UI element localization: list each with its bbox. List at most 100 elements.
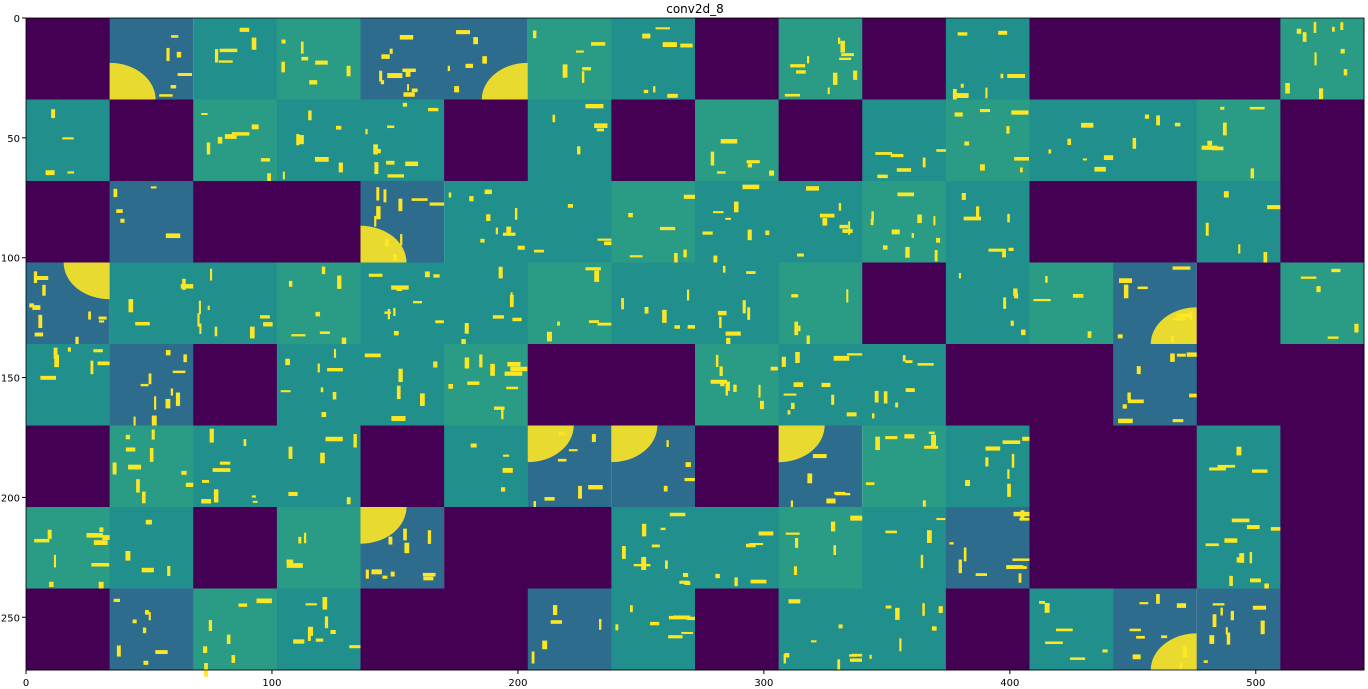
- tile-background: [193, 181, 278, 263]
- activation-spot: [1343, 69, 1348, 76]
- feature-tile: [109, 344, 194, 428]
- feature-tile: [109, 425, 200, 508]
- activation-spot: [926, 530, 932, 543]
- activation-spot: [765, 230, 770, 236]
- activation-spot: [1161, 635, 1168, 639]
- tile-background: [1280, 181, 1365, 263]
- tile-background: [276, 344, 361, 426]
- activation-spot: [402, 102, 408, 107]
- y-tick-label: 0: [14, 14, 20, 25]
- activation-spot: [1132, 654, 1141, 660]
- activation-spot: [1316, 286, 1321, 293]
- activation-spot: [840, 40, 846, 53]
- activation-spot: [346, 65, 351, 77]
- activation-spot: [212, 468, 231, 472]
- feature-tile: [778, 507, 866, 589]
- activation-spot: [533, 501, 536, 507]
- activation-spot: [660, 527, 666, 531]
- activation-spot: [1270, 527, 1285, 531]
- tile-background: [276, 262, 361, 345]
- activation-spot: [501, 407, 504, 420]
- activation-spot: [293, 639, 305, 644]
- tile-background: [193, 507, 278, 589]
- activation-spot: [506, 386, 519, 390]
- activation-spot: [630, 605, 633, 613]
- activation-spot: [320, 387, 324, 393]
- activation-spot: [40, 375, 56, 380]
- feature-tile: [193, 425, 278, 508]
- feature-tile: [611, 99, 696, 182]
- activation-spot: [679, 580, 689, 584]
- activation-spot: [686, 616, 698, 621]
- activation-spot: [213, 489, 219, 503]
- activation-spot: [198, 300, 201, 315]
- activation-spot: [473, 37, 478, 45]
- tile-background: [26, 507, 111, 589]
- activation-spot: [665, 560, 668, 569]
- activation-spot: [502, 467, 513, 473]
- activation-spot: [783, 393, 797, 396]
- feature-tile: [276, 99, 361, 182]
- activation-spot: [398, 368, 403, 383]
- activation-spot: [542, 640, 548, 650]
- activation-spot: [1007, 483, 1011, 497]
- activation-spot: [403, 528, 407, 541]
- activation-spot: [151, 415, 157, 428]
- activation-spot: [492, 315, 504, 319]
- activation-spot: [1296, 28, 1302, 34]
- tile-background: [1196, 262, 1281, 345]
- activation-spot: [865, 482, 875, 486]
- activation-region: [481, 62, 528, 100]
- tile-background: [1029, 344, 1114, 426]
- activation-spot: [1246, 525, 1260, 530]
- plot-frame: [25, 17, 1365, 671]
- feature-tile: [695, 425, 780, 508]
- activation-spot: [719, 316, 722, 329]
- activation-spot: [1186, 352, 1199, 357]
- activation-spot: [807, 473, 813, 484]
- y-tick-label: 50: [7, 134, 20, 145]
- feature-tile: [276, 18, 361, 100]
- activation-spot: [1014, 157, 1029, 161]
- activation-spot: [885, 436, 898, 440]
- x-tick-label: 100: [262, 678, 281, 689]
- activation-spot: [1010, 320, 1014, 326]
- activation-spot: [209, 428, 214, 443]
- feature-tile: [862, 344, 947, 426]
- feature-tile: [1280, 99, 1365, 182]
- activation-spot: [885, 530, 897, 534]
- activation-spot: [1250, 578, 1261, 583]
- activation-spot: [231, 132, 250, 136]
- feature-tile: [1196, 588, 1281, 671]
- activation-spot: [1170, 335, 1175, 343]
- activation-spot: [201, 499, 212, 504]
- activation-spot: [797, 253, 804, 257]
- feature-tile: [527, 262, 613, 345]
- tile-background: [109, 507, 194, 589]
- activation-spot: [125, 434, 131, 440]
- activation-spot: [390, 571, 395, 577]
- chart-title: conv2d_8: [666, 2, 724, 16]
- activation-spot: [165, 350, 171, 356]
- activation-spot: [135, 321, 150, 326]
- tile-background: [862, 18, 947, 100]
- activation-spot: [745, 543, 756, 548]
- activation-spot: [891, 229, 900, 235]
- activation-spot: [1252, 605, 1267, 610]
- activation-spot: [615, 624, 619, 631]
- activation-spot: [594, 270, 600, 282]
- activation-spot: [931, 626, 937, 631]
- activation-spot: [330, 629, 336, 635]
- activation-spot: [327, 367, 343, 372]
- activation-spot: [251, 37, 257, 50]
- feature-tile: [109, 588, 194, 671]
- tile-background: [109, 99, 194, 182]
- activation-spot: [142, 627, 147, 634]
- activation-spot: [957, 32, 968, 36]
- activation-spot: [321, 412, 327, 418]
- activation-spot: [1081, 122, 1094, 128]
- activation-spot: [1117, 334, 1123, 339]
- activation-spot: [1231, 518, 1250, 523]
- activation-spot: [1170, 353, 1175, 362]
- activation-spot: [964, 141, 970, 146]
